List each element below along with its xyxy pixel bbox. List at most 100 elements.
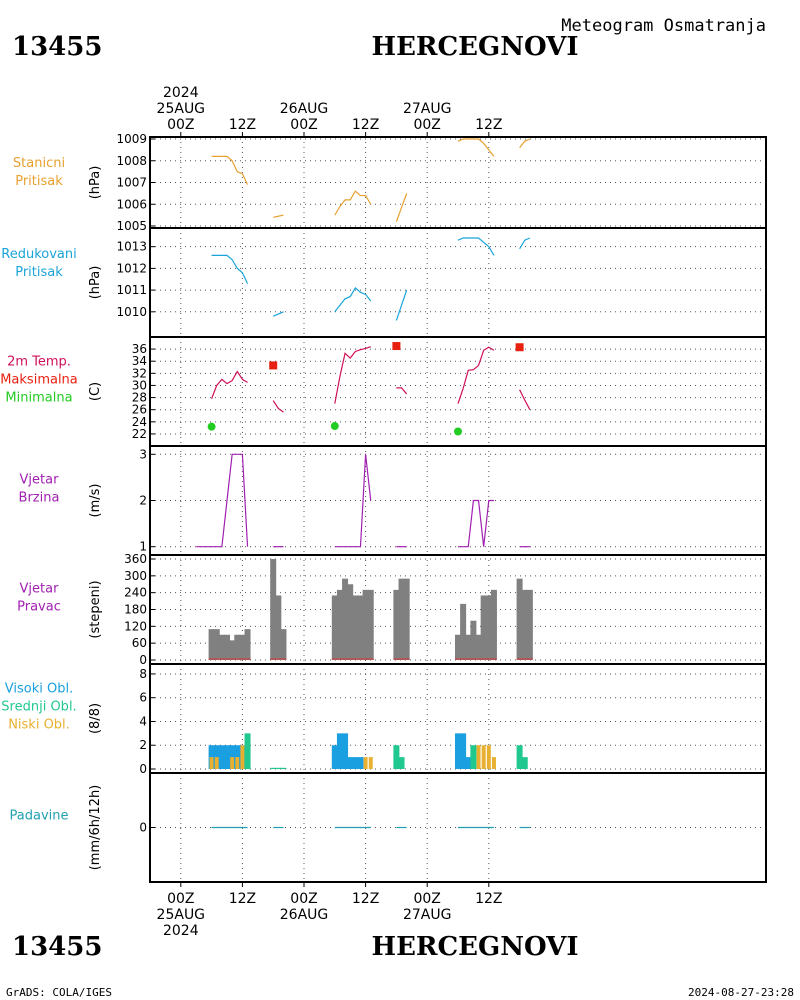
- cloud-mid-bar: [393, 745, 400, 769]
- panel-label: Padavine: [10, 809, 69, 824]
- time-label: 2024: [163, 923, 199, 939]
- y-tick-label: 360: [124, 552, 147, 566]
- cloud-high-bar: [465, 757, 472, 769]
- cloud-low-bar: [240, 745, 245, 769]
- y-tick-label: 0: [139, 762, 147, 776]
- tmax-marker: [392, 342, 401, 351]
- direction-bar: [403, 578, 410, 660]
- cloud-mid-bar: [521, 757, 528, 769]
- time-label: 00Z: [413, 117, 440, 133]
- panel-precipitation: 0 (mm/6h/12h) Padavine: [10, 772, 767, 883]
- station-id-top: 13455: [12, 32, 102, 62]
- direction-bar: [336, 589, 343, 660]
- time-label: 12Z: [229, 891, 256, 907]
- station-name-top: HERCEGNOVI: [372, 32, 579, 62]
- tmin-marker: [454, 427, 462, 436]
- direction-bar: [465, 634, 472, 660]
- panel-label: Niski Obl.: [8, 718, 70, 733]
- direction-bar: [367, 589, 374, 660]
- direction-bar: [234, 634, 241, 660]
- y-tick-label: 22: [132, 427, 147, 441]
- panel-label: Redukovani: [1, 247, 76, 262]
- y-axis-label: (8/8): [88, 703, 103, 734]
- y-tick-label: 240: [124, 586, 147, 600]
- tmax-marker: [515, 343, 524, 352]
- y-tick-label: 180: [124, 603, 147, 617]
- panel-reduced_pressure: 1010 1011 1012 1013 (hPa) Redukovani Pritisak: [1, 227, 767, 338]
- series-line: [273, 214, 284, 218]
- y-tick-label: 2: [139, 494, 147, 508]
- y-tick-label: 1012: [116, 261, 147, 275]
- cloud-mid-bar: [270, 767, 277, 769]
- direction-bar: [342, 578, 349, 660]
- series-line: [196, 453, 249, 548]
- y-tick-label: 2: [139, 738, 147, 752]
- cloud-low-bar: [481, 745, 486, 769]
- tmin-marker: [207, 422, 216, 431]
- direction-bar: [239, 634, 246, 660]
- series-line: [334, 190, 372, 216]
- y-tick-label: 28: [132, 391, 147, 405]
- time-label: 27AUG: [403, 907, 452, 923]
- cloud-mid-bar: [516, 745, 523, 769]
- cloud-low-bar: [209, 757, 214, 769]
- time-label: 00Z: [290, 891, 317, 907]
- cloud-high-bar: [342, 733, 349, 769]
- direction-bar: [460, 603, 467, 660]
- cloud-high-bar: [218, 745, 225, 769]
- panel-frame: [149, 227, 767, 338]
- time-label: 2024: [163, 85, 199, 101]
- series-line: [334, 287, 372, 313]
- panel-wind_speed: 1 2 3 (m/s) Vjetar Brzina: [19, 445, 767, 556]
- cloud-low-bar: [363, 757, 368, 769]
- y-tick-label: 120: [124, 619, 147, 633]
- y-tick-label: 1010: [116, 305, 147, 319]
- direction-bar: [393, 589, 400, 660]
- cloud-high-bar: [455, 733, 461, 769]
- cloud-mid-bar: [470, 745, 477, 769]
- chart-title: Meteogram Osmatranja: [561, 16, 766, 36]
- cloud-low-bar: [486, 745, 491, 769]
- direction-bar: [280, 629, 287, 660]
- cloud-mid-bar: [398, 757, 405, 769]
- series-line: [458, 499, 494, 548]
- direction-bar: [213, 629, 220, 660]
- direction-bar: [275, 595, 282, 660]
- series-line: [457, 237, 495, 256]
- direction-bar: [352, 595, 359, 660]
- panel-label: Pravac: [17, 600, 61, 615]
- cloud-mid-bar: [280, 767, 287, 769]
- time-label: 12Z: [475, 891, 502, 907]
- panel-label: Srednji Obl.: [1, 700, 76, 715]
- credit: GrADS: COLA/IGES: [6, 986, 112, 999]
- time-label: 00Z: [290, 117, 317, 133]
- y-tick-label: 1007: [116, 176, 147, 190]
- series-line: [519, 138, 531, 149]
- cloud-mid-bar: [275, 767, 282, 769]
- cloud-low-bar: [368, 757, 373, 769]
- y-tick-label: 1: [139, 540, 147, 554]
- cloud-high-bar: [331, 745, 338, 769]
- direction-bar: [331, 595, 338, 660]
- y-tick-label: 1011: [116, 283, 147, 297]
- direction-bar: [362, 589, 369, 660]
- timestamp: 2024-08-27-23:28: [688, 986, 794, 999]
- tmax-marker: [269, 361, 278, 370]
- panel-station_pressure: 1005 1006 1007 1008 1009 (hPa) Stanicni Pritisa…: [13, 132, 767, 233]
- direction-bar: [470, 620, 477, 660]
- panel-label: Pritisak: [15, 174, 63, 189]
- y-tick-label: 6: [139, 691, 147, 705]
- direction-bar: [229, 640, 236, 660]
- station-name-bottom: HERCEGNOVI: [372, 932, 579, 962]
- panel-label: Vjetar: [20, 582, 60, 597]
- series-line: [396, 387, 408, 395]
- time-label: 12Z: [352, 117, 379, 133]
- y-axis-label: (stepeni): [88, 580, 103, 638]
- series-line: [395, 289, 408, 321]
- y-tick-label: 0: [139, 821, 147, 835]
- time-label: 00Z: [413, 891, 440, 907]
- y-tick-label: 1013: [116, 240, 147, 254]
- y-tick-label: 34: [132, 354, 147, 368]
- y-tick-label: 0: [139, 653, 147, 667]
